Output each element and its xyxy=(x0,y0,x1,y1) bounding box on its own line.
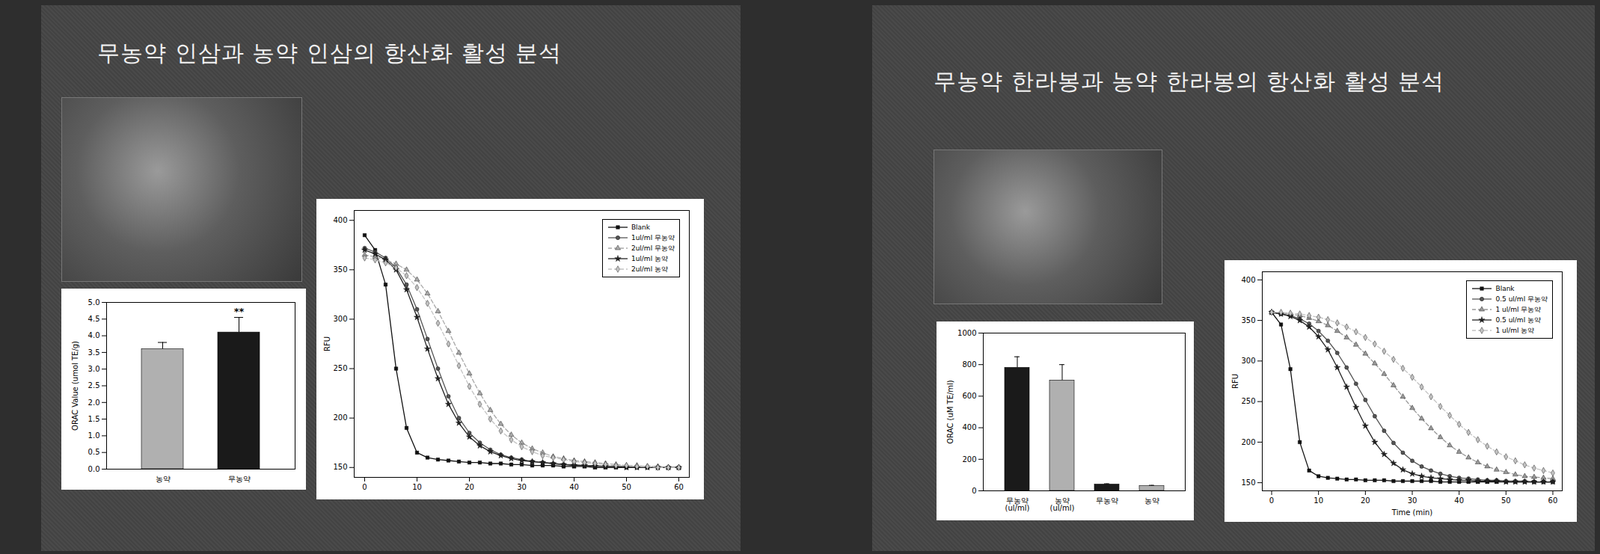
svg-text:Time (min): Time (min) xyxy=(1391,508,1433,517)
svg-text:400: 400 xyxy=(961,423,977,432)
svg-text:40: 40 xyxy=(569,483,579,492)
svg-text:무농약: 무농약 xyxy=(1095,496,1119,505)
svg-text:ORAC (uM TE/ml): ORAC (uM TE/ml) xyxy=(946,379,955,445)
svg-text:0.0: 0.0 xyxy=(88,465,101,474)
svg-text:농약(ul/ml): 농약(ul/ml) xyxy=(1050,496,1075,513)
svg-text:150: 150 xyxy=(332,463,348,472)
svg-text:30: 30 xyxy=(516,483,527,492)
html-text:2ul/ml 농약: 2ul/ml 농약 xyxy=(631,265,668,273)
svg-text:20: 20 xyxy=(1360,496,1371,505)
svg-text:400: 400 xyxy=(1240,276,1256,285)
svg-text:200: 200 xyxy=(1240,438,1256,447)
svg-text:600: 600 xyxy=(961,391,977,401)
svg-text:50: 50 xyxy=(1501,496,1511,505)
html-text:1ul/ml 무농약: 1ul/ml 무농약 xyxy=(631,233,675,242)
html-text:0.5 ul/ml 무농약: 0.5 ul/ml 무농약 xyxy=(1495,295,1548,303)
svg-text:**: ** xyxy=(234,305,245,318)
svg-text:300: 300 xyxy=(332,314,348,324)
html-text:1 ul/ml 무농약: 1 ul/ml 무농약 xyxy=(1495,305,1542,314)
svg-text:400: 400 xyxy=(332,216,348,225)
svg-text:4.0: 4.0 xyxy=(88,331,101,340)
svg-text:800: 800 xyxy=(961,360,977,369)
svg-text:200: 200 xyxy=(961,455,977,464)
svg-text:60: 60 xyxy=(1548,496,1559,505)
svg-text:2.5: 2.5 xyxy=(88,381,101,390)
svg-text:무농약: 무농약 xyxy=(228,474,251,484)
html-text:1 ul/ml 농약: 1 ul/ml 농약 xyxy=(1495,326,1535,334)
svg-text:3.5: 3.5 xyxy=(88,348,101,357)
svg-text:0: 0 xyxy=(362,483,367,492)
svg-text:RFU: RFU xyxy=(1231,374,1240,389)
svg-text:2.0: 2.0 xyxy=(88,398,101,407)
svg-text:3.0: 3.0 xyxy=(88,365,101,374)
svg-text:20: 20 xyxy=(464,483,475,492)
svg-text:50: 50 xyxy=(621,483,632,492)
html-text:무농약 인삼과 농약 인삼의 항산화 활성 분석: 무농약 인삼과 농약 인삼의 항산화 활성 분석 xyxy=(97,39,562,66)
svg-text:1.5: 1.5 xyxy=(88,415,101,424)
svg-text:10: 10 xyxy=(1313,496,1324,505)
html-text:Blank: Blank xyxy=(1495,284,1515,293)
html-text:1ul/ml 농약: 1ul/ml 농약 xyxy=(631,254,668,263)
svg-text:10: 10 xyxy=(412,483,422,492)
svg-text:농약: 농약 xyxy=(1144,496,1160,505)
svg-text:무농약(ul/ml): 무농약(ul/ml) xyxy=(1005,496,1031,513)
svg-text:40: 40 xyxy=(1454,496,1464,505)
svg-text:0: 0 xyxy=(1269,496,1274,505)
svg-text:0: 0 xyxy=(971,486,977,496)
svg-text:150: 150 xyxy=(1240,478,1256,487)
svg-text:0.5: 0.5 xyxy=(88,448,101,457)
svg-text:350: 350 xyxy=(1240,316,1256,325)
svg-text:1.0: 1.0 xyxy=(88,431,101,440)
svg-text:RFU: RFU xyxy=(323,336,332,352)
svg-text:5.0: 5.0 xyxy=(88,298,101,307)
html-text:Blank: Blank xyxy=(631,223,651,232)
svg-text:농약: 농약 xyxy=(155,474,171,484)
svg-text:ORAC Value (umol TE/g): ORAC Value (umol TE/g) xyxy=(71,341,80,431)
svg-text:60: 60 xyxy=(673,483,684,492)
svg-text:200: 200 xyxy=(332,413,348,422)
html-text:2ul/ml 무농약: 2ul/ml 무농약 xyxy=(631,244,675,252)
svg-text:300: 300 xyxy=(1240,356,1256,366)
svg-text:350: 350 xyxy=(332,265,348,274)
svg-text:4.5: 4.5 xyxy=(88,314,101,324)
html-text:0.5 ul/ml 농약: 0.5 ul/ml 농약 xyxy=(1495,316,1541,324)
svg-text:250: 250 xyxy=(332,364,348,373)
html-text:무농약 한라봉과 농약 한라봉의 항산화 활성 분석: 무농약 한라봉과 농약 한라봉의 항산화 활성 분석 xyxy=(933,68,1445,95)
svg-text:30: 30 xyxy=(1407,496,1418,505)
svg-text:1000: 1000 xyxy=(957,329,977,338)
svg-text:250: 250 xyxy=(1240,397,1256,406)
